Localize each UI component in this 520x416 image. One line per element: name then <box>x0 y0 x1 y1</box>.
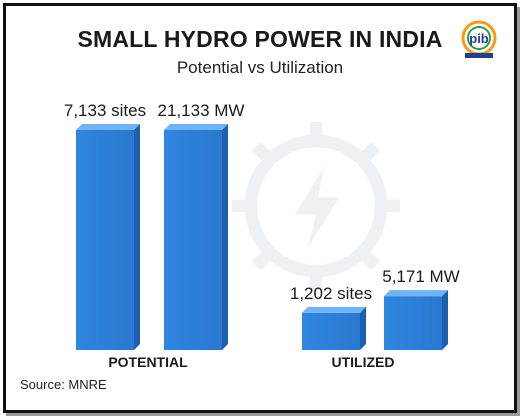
gear-bolt-watermark-icon <box>232 122 400 290</box>
bar-utilized-mw <box>384 290 448 350</box>
source-note: Source: MNRE <box>20 377 107 392</box>
data-label-potential-mw: 21,133 MW <box>158 101 245 120</box>
bar-utilized-sites <box>302 306 366 350</box>
data-label-utilized-sites: 1,202 sites <box>290 284 372 303</box>
page-subtitle: Potential vs Utilization <box>176 58 344 77</box>
pib-logo: pib <box>458 20 500 60</box>
category-label-utilized: UTILIZED <box>332 354 395 370</box>
logo-text: pib <box>469 31 489 46</box>
infographic-frame: SMALL HYDRO POWER IN INDIA Potential vs … <box>3 3 517 413</box>
bar-potential-mw <box>164 124 228 350</box>
page-title: SMALL HYDRO POWER IN INDIA <box>77 26 443 52</box>
data-label-potential-sites: 7,133 sites <box>64 101 146 120</box>
data-label-utilized-mw: 5,171 MW <box>382 267 459 286</box>
category-label-potential: POTENTIAL <box>108 354 188 370</box>
bar-potential-sites <box>76 124 140 350</box>
